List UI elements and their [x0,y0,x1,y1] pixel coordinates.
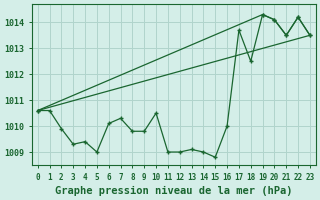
X-axis label: Graphe pression niveau de la mer (hPa): Graphe pression niveau de la mer (hPa) [55,186,292,196]
